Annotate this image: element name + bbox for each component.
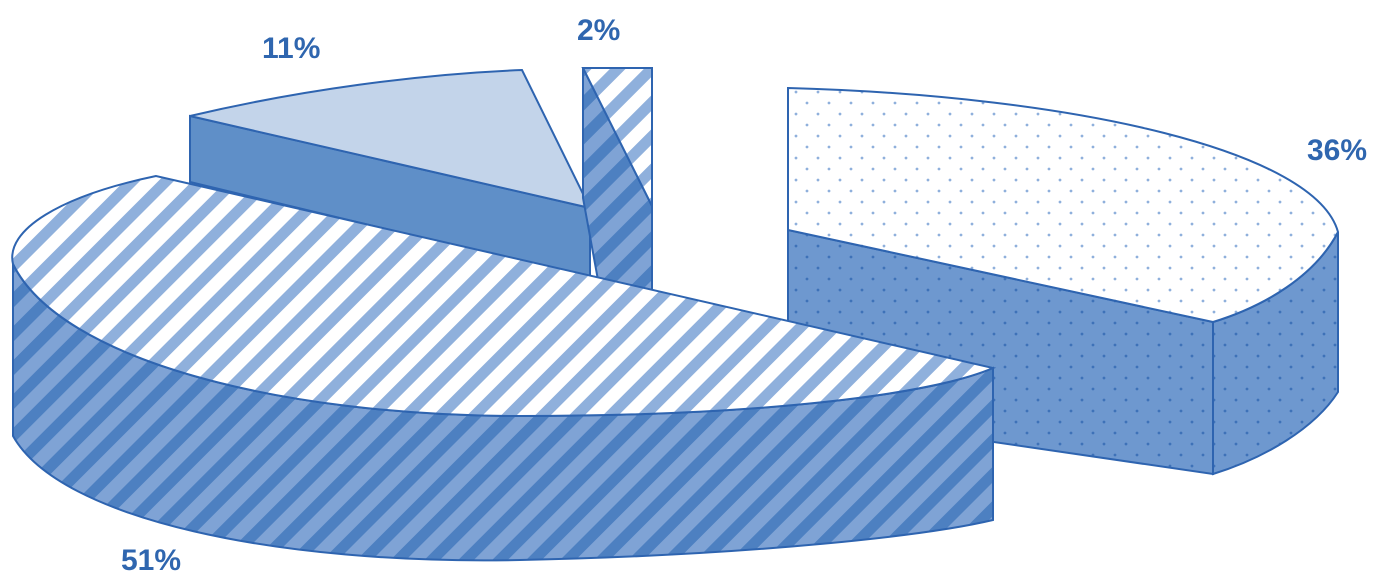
- slice-36-top: [787, 86, 1340, 324]
- slice-11-top: [189, 68, 592, 210]
- slice-label-36: 36%: [1307, 134, 1367, 167]
- slice-2: [581, 67, 653, 292]
- slice-label-11: 11%: [262, 32, 320, 65]
- slice-2-top: [581, 67, 653, 207]
- slice-label-51: 51%: [121, 544, 181, 577]
- slice-51: [11, 174, 997, 562]
- slice-51-top: [11, 174, 997, 418]
- slice-label-2: 2%: [577, 14, 620, 47]
